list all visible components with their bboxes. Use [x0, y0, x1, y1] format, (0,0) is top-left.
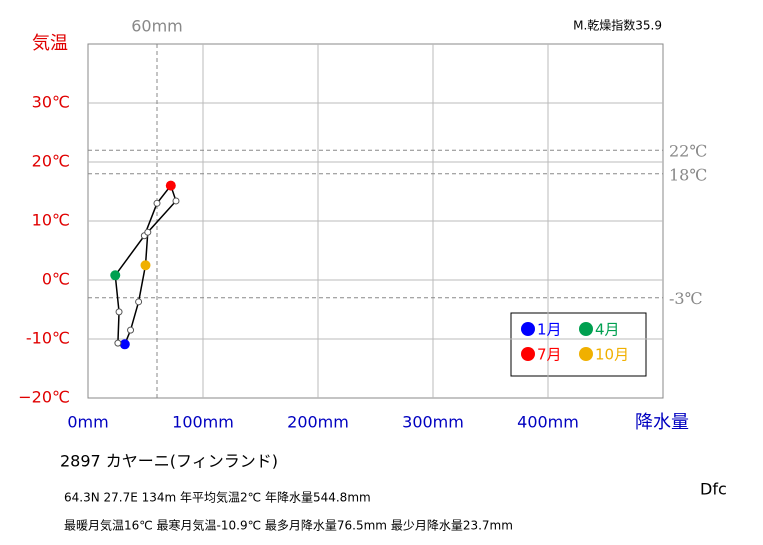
- y-tick-label: 20℃: [32, 152, 70, 171]
- point: [172, 197, 180, 205]
- y-tick-label: 30℃: [32, 93, 70, 112]
- legend-marker: [579, 347, 593, 361]
- reference-label: 22℃: [669, 142, 707, 161]
- legend-marker: [579, 322, 593, 336]
- month-marker: [119, 339, 130, 350]
- reference-label: 60mm: [131, 17, 183, 36]
- month-marker: [110, 270, 121, 281]
- legend-box: [510, 312, 647, 377]
- x-tick-label: 200mm: [287, 413, 349, 432]
- legend-marker: [521, 347, 535, 361]
- x-tick-label: 0mm: [67, 413, 108, 432]
- climate-class: Dfc: [700, 480, 727, 499]
- y-tick-label: 10℃: [32, 211, 70, 230]
- x-tick-label: 300mm: [402, 413, 464, 432]
- info-line: 最暖月気温16℃ 最寒月気温-10.9℃ 最多月降水量76.5mm 最少月降水量…: [64, 518, 513, 533]
- point: [114, 339, 122, 347]
- x-tick-label: 400mm: [517, 413, 579, 432]
- station: 2897 カヤーニ(フィンランド): [60, 452, 278, 471]
- legend-marker: [521, 322, 535, 336]
- legend-label: 7月: [537, 346, 562, 364]
- x-tick-label: 100mm: [172, 413, 234, 432]
- aridity-note: M.乾燥指数35.9: [573, 18, 662, 33]
- month-marker: [140, 260, 151, 271]
- legend-label: 1月: [537, 321, 562, 339]
- point: [127, 326, 135, 334]
- y-tick-label: −20℃: [18, 388, 70, 407]
- legend-label: 4月: [595, 321, 620, 339]
- x-axis-label: 降水量: [635, 412, 689, 433]
- y-tick-label: -10℃: [26, 329, 70, 348]
- point: [135, 298, 143, 306]
- info-line: 64.3N 27.7E 134m 年平均気温2℃ 年降水量544.8mm: [64, 490, 371, 505]
- legend-label: 10月: [595, 346, 629, 364]
- reference-label: -3℃: [669, 289, 702, 308]
- point: [153, 199, 161, 207]
- y-axis-label: 気温: [32, 33, 68, 54]
- point: [115, 308, 123, 316]
- point: [144, 228, 152, 236]
- month-marker: [165, 180, 176, 191]
- y-tick-label: 0℃: [42, 270, 70, 289]
- reference-label: 18℃: [669, 165, 707, 184]
